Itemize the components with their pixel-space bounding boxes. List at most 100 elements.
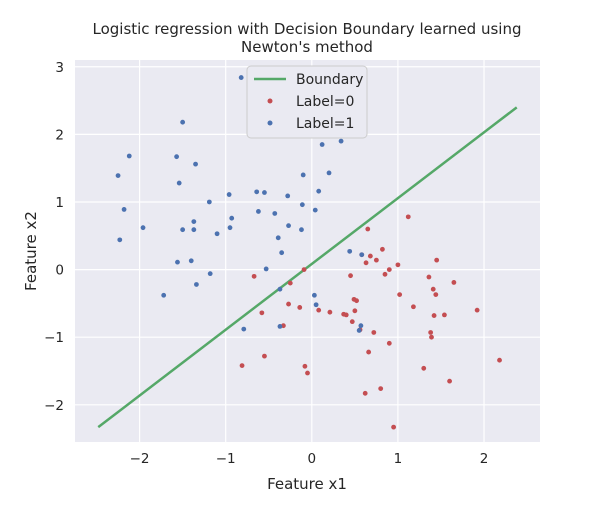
label0-point [429,334,434,340]
label0-point [431,313,437,318]
label0-point [451,280,457,285]
label1-point [275,235,281,241]
label1-point [140,225,146,231]
label1-point [206,199,212,205]
y-tick-label: 2 [55,127,64,143]
legend: Boundary Label=0 Label=1 [246,65,368,139]
label0-point [352,308,358,314]
label1-point [193,161,198,167]
label1-point [214,231,220,237]
label0-point [286,301,291,307]
label1-point [359,252,365,258]
legend-label0-swatch [267,98,273,104]
label1-point [300,172,306,178]
label1-point [316,188,322,194]
label1-point [174,154,180,160]
label1-point [191,227,197,233]
y-tick-label: −2 [44,398,64,414]
label0-point [259,310,265,316]
label0-point [365,226,371,232]
label1-point [311,292,317,298]
label1-point [299,202,305,208]
y-tick-label: 3 [55,60,64,76]
label1-point [299,227,304,233]
label1-point [286,223,291,229]
label0-point [426,274,432,280]
label0-point [297,305,303,310]
label1-point [207,271,213,277]
label1-point [285,193,291,199]
label1-point [262,190,267,195]
label1-point [117,237,123,243]
chart-title-line-2: Newton's method [241,38,373,56]
label0-point [430,286,436,292]
label0-point [343,312,349,318]
label1-point [227,225,233,231]
y-tick-label: 0 [55,263,64,279]
x-tick-label: 2 [480,451,489,467]
boundary-line [97,106,518,429]
label1-point [277,286,283,292]
label0-point [362,390,368,396]
label1-point [256,209,261,214]
label0-point [447,378,452,384]
label0-point [421,365,427,371]
label0-point [366,349,372,355]
label0-point [262,353,267,359]
label1-point [313,302,319,308]
label1-point [191,219,197,224]
label1-point [161,292,167,298]
label0-point [348,273,353,279]
x-tick-label: −2 [130,451,150,467]
label1-point [326,170,332,176]
data-marks [97,75,518,430]
label0-point [305,370,310,376]
label1-point [263,266,269,272]
label0-point [380,246,385,252]
label0-point [327,309,333,315]
label0-point [363,260,369,266]
label0-point [386,340,392,346]
y-axis-label: Feature x2 [22,211,40,291]
label1-point [180,227,186,233]
label0-point [251,273,257,279]
x-axis-label: Feature x1 [267,475,347,493]
label0-point [397,292,403,298]
label1-point [180,119,186,125]
label0-point [373,257,379,263]
label0-point [434,257,440,263]
label1-point [115,173,121,179]
label1-point [226,192,232,197]
legend-boundary-label: Boundary [296,72,363,88]
label0-point [367,253,373,259]
label0-point [386,267,392,272]
label0-point [474,307,480,313]
chart-title-line-1: Logistic regression with Decision Bounda… [92,20,521,38]
label1-point [356,328,362,333]
label1-point [272,211,278,216]
label1-point [176,180,182,186]
label0-point [378,386,384,391]
label0-point [371,330,377,335]
label0-point [316,307,322,313]
x-tick-label: −1 [216,451,236,467]
label1-point [238,75,244,80]
y-tick-label: −1 [44,330,64,346]
x-tick-label: 0 [308,451,317,467]
x-tick-labels: −2 −1 0 1 2 [130,451,489,467]
legend-label1-label: Label=1 [296,116,354,132]
label1-point [194,282,199,287]
label0-point [301,267,307,272]
label1-point [188,258,194,264]
label1-point [319,142,325,147]
label0-point [287,280,293,286]
y-tick-label: 1 [55,195,64,211]
legend-label1-swatch [267,120,273,126]
label1-point [229,215,235,221]
label0-point [395,262,401,268]
label1-point [277,323,283,329]
legend-box [246,65,368,139]
label1-point [254,189,260,195]
x-tick-label: 1 [394,451,403,467]
